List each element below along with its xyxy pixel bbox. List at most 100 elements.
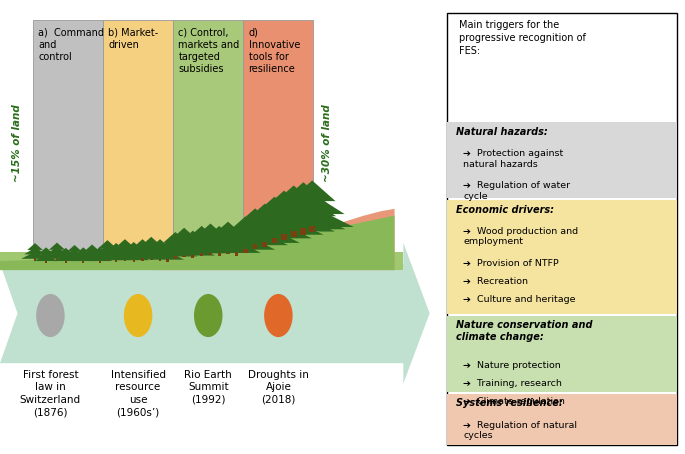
Polygon shape [98,240,116,248]
Bar [141,258,144,261]
Text: Main triggers for the
progressive recognition of
FES:: Main triggers for the progressive recogn… [459,20,586,56]
Polygon shape [289,180,336,201]
Polygon shape [271,195,336,216]
Polygon shape [238,215,292,232]
Polygon shape [0,243,429,384]
Polygon shape [279,193,345,214]
Polygon shape [77,247,90,253]
Bar [235,252,238,256]
Polygon shape [271,206,353,227]
Polygon shape [279,182,327,203]
Polygon shape [155,246,180,255]
Polygon shape [175,237,210,249]
Polygon shape [147,245,174,253]
Text: a)  Command
and
control: a) Command and control [38,27,104,62]
Text: d)
Innovative
tools for
resilience: d) Innovative tools for resilience [249,27,300,74]
Text: Droughts in
Ajoie
(2018): Droughts in Ajoie (2018) [248,370,309,405]
Polygon shape [222,226,269,241]
Polygon shape [42,252,71,259]
Polygon shape [158,239,192,250]
Polygon shape [218,233,256,245]
Bar [243,20,314,263]
Polygon shape [201,238,254,251]
Bar [106,258,109,261]
Polygon shape [121,247,147,255]
Polygon shape [125,250,160,259]
Bar [133,260,135,262]
Polygon shape [108,243,125,251]
Ellipse shape [36,294,64,337]
Bar [301,228,306,235]
Text: ➔  Nature protection: ➔ Nature protection [463,361,561,370]
Polygon shape [125,242,142,250]
Text: Rio Earth
Summit
(1992): Rio Earth Summit (1992) [184,370,232,405]
Bar [447,200,677,314]
Bar [45,261,47,262]
Polygon shape [87,255,112,261]
Polygon shape [201,233,238,245]
Polygon shape [21,252,49,259]
Polygon shape [196,223,225,236]
Polygon shape [222,229,288,245]
Polygon shape [67,245,82,252]
Polygon shape [206,226,233,238]
Bar [218,252,221,256]
Polygon shape [79,253,105,260]
Bar [291,231,297,237]
Polygon shape [93,247,107,253]
Text: First forest
law in
Switzerland
(1876): First forest law in Switzerland (1876) [20,370,81,417]
Polygon shape [237,208,273,225]
Text: ~15% of land: ~15% of land [12,104,22,182]
Polygon shape [59,248,73,254]
Polygon shape [229,226,300,243]
Bar [200,253,203,257]
Polygon shape [24,247,46,254]
Polygon shape [101,252,132,260]
Bar [447,123,677,198]
Polygon shape [104,248,128,255]
Polygon shape [150,239,170,248]
Polygon shape [129,245,156,253]
Bar [159,258,161,261]
Text: ➔  Provision of NTFP: ➔ Provision of NTFP [463,259,559,268]
Text: ➔  Protection against
natural hazards: ➔ Protection against natural hazards [463,149,564,168]
Polygon shape [262,198,326,219]
Bar [103,20,173,263]
Text: Nature conservation and
climate change:: Nature conservation and climate change: [456,321,593,342]
Polygon shape [46,247,68,254]
Polygon shape [84,245,100,251]
Text: ➔  Regulation of natural
cycles: ➔ Regulation of natural cycles [463,420,577,440]
Polygon shape [133,239,152,248]
Polygon shape [153,209,395,270]
Polygon shape [253,211,335,232]
Polygon shape [0,263,18,363]
Bar [82,261,84,262]
Polygon shape [111,245,138,253]
Polygon shape [118,252,150,260]
Polygon shape [271,185,316,206]
Polygon shape [253,203,315,222]
Bar [166,259,169,262]
Text: ~30% of land: ~30% of land [322,104,332,182]
Polygon shape [160,242,208,254]
Text: ➔  Training, research: ➔ Training, research [463,379,562,388]
Polygon shape [151,252,184,260]
Bar [73,259,75,262]
Polygon shape [36,251,55,257]
Text: Systems resilience:: Systems resilience: [456,398,563,408]
Polygon shape [212,241,261,253]
Bar [34,258,36,261]
Polygon shape [108,250,142,259]
Polygon shape [190,232,230,244]
Polygon shape [133,248,170,257]
Bar [173,20,243,263]
Bar [0,252,403,270]
Ellipse shape [124,294,152,337]
Text: ➔  Wood production and
employment: ➔ Wood production and employment [463,227,579,247]
Text: b) Market-
driven: b) Market- driven [108,27,158,49]
Polygon shape [142,250,177,259]
Polygon shape [245,215,323,235]
Polygon shape [262,191,306,210]
Polygon shape [39,247,53,253]
Polygon shape [57,252,75,257]
